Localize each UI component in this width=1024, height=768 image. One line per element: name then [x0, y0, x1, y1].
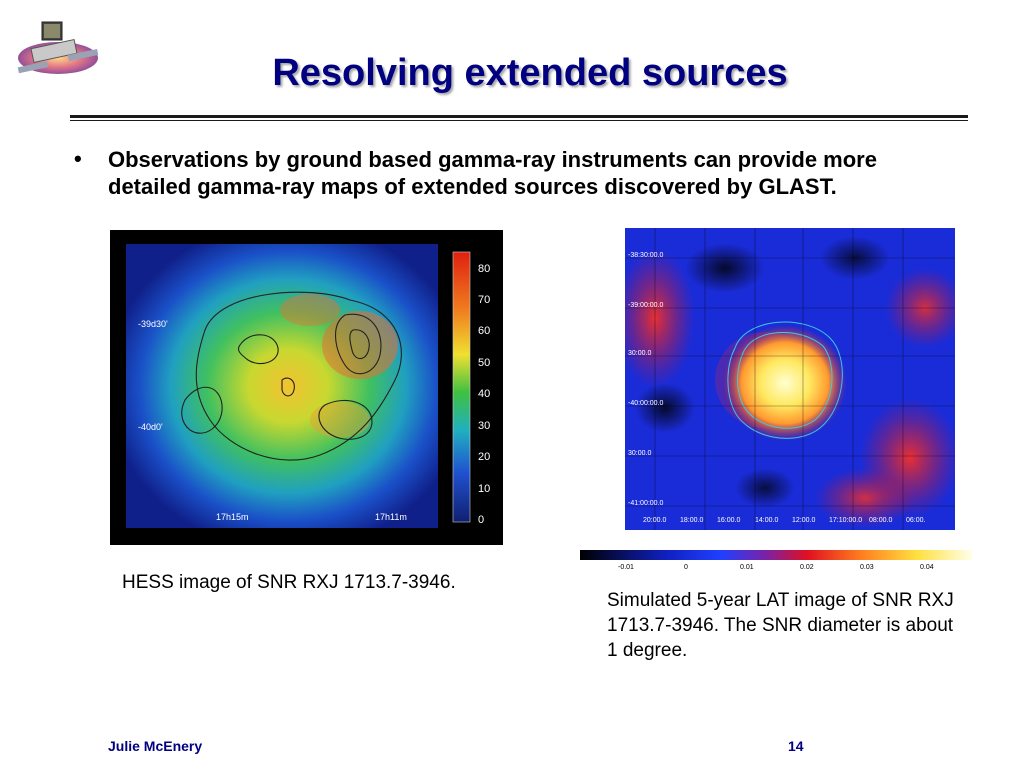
lat-dec-label: -38:30:00.0 — [628, 252, 664, 259]
hess-colorbar-tick: 60 — [478, 325, 490, 337]
lat-ra-label: 08:00.0 — [869, 517, 892, 524]
lat-colorbar: -0.01 0 0.01 0.02 0.03 0.04 — [580, 550, 972, 571]
lat-dec-label: 30:00.0 — [628, 350, 651, 357]
bullet-text: Observations by ground based gamma-ray i… — [108, 147, 877, 199]
lat-ra-label: 06:00. — [906, 517, 926, 524]
lat-dec-label: -41:00:00.0 — [628, 500, 664, 507]
bullet-marker: • — [74, 146, 82, 171]
hess-colorbar-tick: 80 — [478, 263, 490, 275]
hess-colorbar-tick: 30 — [478, 420, 490, 432]
hess-image: -39d30' -40d0' 17h15m 17h11m 80 70 60 50… — [110, 230, 503, 545]
lat-dec-label: 30:00.0 — [628, 450, 651, 457]
hess-dec-label: -39d30' — [138, 319, 168, 329]
lat-dec-label: -40:00:00.0 — [628, 400, 664, 407]
hess-colorbar-tick: 70 — [478, 294, 490, 306]
hess-colorbar — [452, 251, 471, 523]
lat-ra-label: 20:00.0 — [643, 517, 666, 524]
hess-ra-label: 17h11m — [375, 512, 407, 522]
lat-image: -38:30:00.0 -39:00:00.0 30:00.0 -40:00:0… — [625, 228, 955, 530]
hess-colorbar-tick: 0 — [478, 514, 484, 526]
footer-author: Julie McEnery — [108, 738, 203, 754]
title-rule — [70, 115, 968, 118]
title-rule-thin — [70, 120, 968, 121]
lat-caption: Simulated 5-year LAT image of SNR RXJ 17… — [607, 590, 954, 661]
hess-ra-label: 17h15m — [216, 512, 249, 522]
lat-colorbar-tick: 0.04 — [920, 564, 934, 571]
lat-colorbar-tick: -0.01 — [618, 564, 634, 571]
hess-colorbar-tick: 40 — [478, 388, 490, 400]
hess-caption: HESS image of SNR RXJ 1713.7-3946. — [122, 572, 456, 593]
lat-colorbar-tick: 0.03 — [860, 564, 874, 571]
lat-ra-label: 12:00.0 — [792, 517, 815, 524]
glast-logo-icon — [17, 21, 99, 74]
lat-ra-label: 17:10:00.0 — [829, 517, 862, 524]
page-number: 14 — [788, 738, 804, 754]
lat-ra-label: 14:00.0 — [755, 517, 778, 524]
slide-title: Resolving extended sources — [272, 52, 788, 94]
hess-colorbar-tick: 20 — [478, 451, 490, 463]
lat-dec-label: -39:00:00.0 — [628, 302, 664, 309]
lat-colorbar-tick: 0 — [684, 564, 688, 571]
hess-colorbar-tick: 50 — [478, 357, 490, 369]
lat-colorbar-tick: 0.02 — [800, 564, 814, 571]
lat-ra-label: 16:00.0 — [717, 517, 740, 524]
hess-dec-label: -40d0' — [138, 422, 163, 432]
lat-colorbar-tick: 0.01 — [740, 564, 754, 571]
lat-ra-label: 18:00.0 — [680, 517, 703, 524]
hess-colorbar-tick: 10 — [478, 483, 490, 495]
